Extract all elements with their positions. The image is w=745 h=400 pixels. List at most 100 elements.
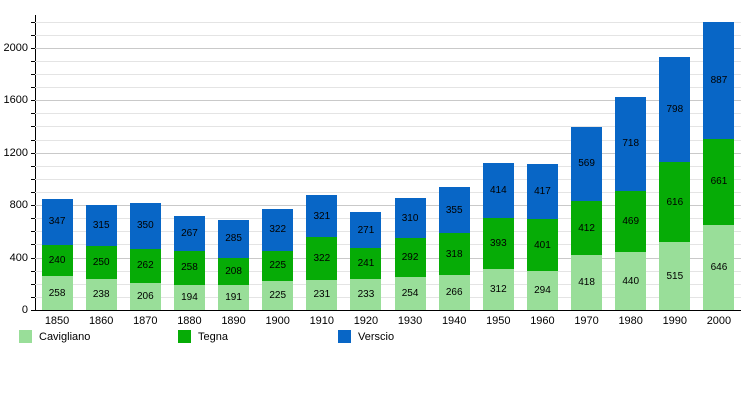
bar-segment-cavigliano-1900: 225 (262, 280, 294, 310)
legend-item-cavigliano: Cavigliano (19, 330, 90, 343)
x-axis-label: 1880 (177, 315, 202, 327)
y-axis-label: 800 (9, 199, 28, 212)
bar-value-label: 315 (92, 219, 110, 231)
bar-segment-cavigliano-1920: 233 (350, 279, 382, 310)
y-axis-label: 2000 (3, 41, 28, 54)
minor-gridline (35, 60, 741, 62)
minor-gridline (35, 231, 741, 233)
bar-segment-cavigliano-1870: 206 (129, 282, 161, 310)
minor-gridline (35, 139, 741, 141)
minor-gridline (35, 178, 741, 180)
minor-gridline (35, 21, 741, 23)
y-axis-tick (31, 87, 35, 89)
bar-value-label: 191 (225, 291, 242, 303)
legend-item-tegna: Tegna (178, 330, 228, 343)
bar-value-label: 240 (48, 254, 66, 266)
bar-value-label: 285 (225, 233, 242, 245)
x-axis-label: 1920 (353, 315, 379, 327)
minor-gridline (35, 87, 741, 89)
bar-value-label: 250 (92, 256, 110, 268)
bar-segment-tegna-1900: 225 (262, 251, 294, 281)
y-axis-tick (31, 126, 35, 128)
bar-value-label: 469 (622, 216, 640, 228)
y-axis-tick (31, 152, 35, 154)
y-axis-label: 1600 (3, 94, 28, 107)
x-axis-label: 1890 (221, 315, 246, 327)
minor-gridline (35, 244, 741, 246)
y-axis-tick (31, 165, 35, 167)
bar-segment-verscio-1850: 347 (41, 199, 73, 245)
legend-item-verscio: Verscio (338, 330, 394, 343)
bar-value-label: 241 (357, 258, 375, 270)
x-axis-label: 1870 (133, 315, 158, 327)
y-axis-tick (31, 231, 35, 233)
x-axis-label: 1940 (441, 315, 467, 327)
bar-segment-cavigliano-1910: 231 (306, 279, 338, 310)
major-gridline (35, 152, 741, 154)
y-axis-tick (31, 283, 35, 285)
bar-segment-tegna-1990: 616 (659, 161, 691, 243)
y-axis-tick (31, 34, 35, 36)
bar-segment-tegna-1980: 469 (615, 190, 647, 253)
bar-segment-cavigliano-1860: 238 (85, 278, 117, 310)
x-axis-label: 1900 (265, 315, 290, 327)
bar-segment-tegna-1960: 401 (526, 218, 558, 272)
x-axis-line (35, 310, 741, 311)
y-axis-tick (31, 296, 35, 298)
x-axis-label: 1980 (618, 315, 643, 327)
bar-value-label: 258 (48, 287, 66, 299)
bar-value-label: 318 (445, 248, 463, 260)
bar-segment-tegna-1880: 258 (173, 250, 205, 285)
bar-value-label: 310 (401, 212, 419, 224)
bar-segment-tegna-1870: 262 (129, 248, 161, 283)
bar-value-label: 417 (534, 186, 551, 198)
x-axis-label: 1860 (88, 315, 114, 327)
bar-value-label: 292 (401, 252, 419, 264)
y-axis-tick (31, 100, 35, 102)
bar-segment-tegna-1890: 208 (218, 257, 250, 285)
y-axis-tick (31, 244, 35, 246)
y-axis-tick (31, 310, 35, 311)
bar-value-label: 646 (710, 262, 728, 274)
bar-segment-verscio-1950: 414 (482, 163, 514, 218)
minor-gridline (35, 283, 741, 285)
bar-value-label: 798 (666, 103, 684, 115)
bar-segment-verscio-1960: 417 (526, 164, 558, 219)
y-axis-tick (31, 205, 35, 207)
bar-segment-cavigliano-1930: 254 (394, 276, 426, 310)
bar-value-label: 194 (181, 291, 198, 303)
bar-segment-cavigliano-1960: 294 (526, 271, 558, 310)
x-axis-label: 1970 (574, 315, 599, 327)
minor-gridline (35, 270, 741, 272)
bar-segment-verscio-2000: 887 (703, 22, 735, 139)
bar-value-label: 322 (269, 224, 287, 236)
y-axis-label: 400 (9, 251, 28, 264)
bar-value-label: 347 (48, 216, 66, 228)
bar-segment-tegna-1860: 250 (85, 246, 117, 279)
major-gridline (35, 47, 741, 49)
major-gridline (35, 100, 741, 102)
bar-value-label: 206 (136, 290, 154, 302)
bar-segment-verscio-1920: 271 (350, 212, 382, 248)
bar-segment-verscio-1930: 310 (394, 197, 426, 239)
bar-value-label: 350 (136, 220, 154, 232)
minor-gridline (35, 165, 741, 167)
y-axis-label: 0 (21, 304, 28, 316)
legend-label: Tegna (198, 330, 228, 343)
bar-segment-verscio-1970: 569 (571, 126, 603, 202)
x-axis-label: 1990 (662, 315, 688, 327)
bar-segment-cavigliano-1990: 515 (659, 242, 691, 310)
x-axis-label: 1910 (309, 315, 335, 327)
y-axis-tick (31, 47, 35, 49)
bar-value-label: 322 (313, 253, 331, 265)
bar-segment-cavigliano-1970: 418 (571, 255, 603, 310)
bar-value-label: 312 (489, 284, 507, 296)
bar-value-label: 887 (710, 74, 728, 86)
bar-segment-cavigliano-1890: 191 (218, 284, 250, 310)
bar-value-label: 355 (445, 204, 463, 216)
bar-segment-cavigliano-1850: 258 (41, 276, 73, 310)
bar-segment-verscio-1990: 798 (659, 57, 691, 162)
y-axis-tick (31, 192, 35, 193)
bar-value-label: 238 (92, 288, 110, 300)
